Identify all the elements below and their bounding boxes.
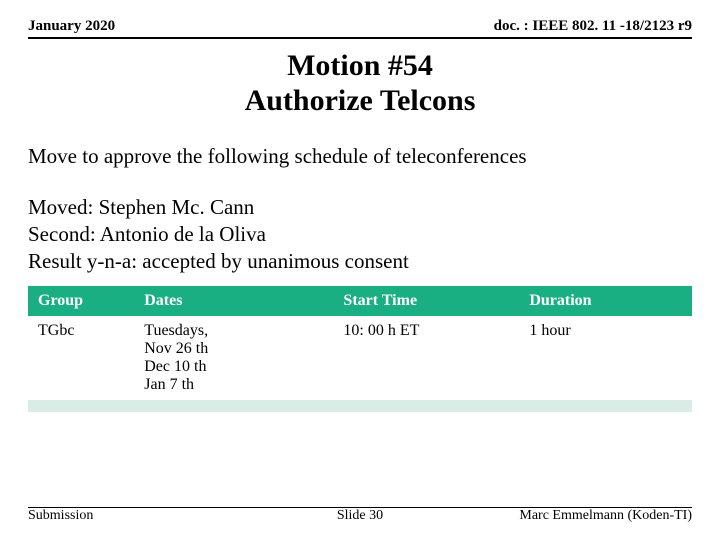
header-date: January 2020: [28, 18, 115, 35]
table-header-row: GroupDatesStart TimeDuration: [28, 286, 692, 316]
table-cell: TGbc: [28, 316, 134, 400]
table-cell: [134, 412, 333, 424]
table-cell: Tuesdays, Nov 26 th Dec 10 th Jan 7 th: [134, 316, 333, 400]
header-doc: doc. : IEEE 802. 11 -18/2123 r9: [494, 18, 692, 35]
title-line2: Authorize Telcons: [28, 84, 692, 119]
table-col-header: Start Time: [333, 286, 519, 316]
footer-right: Marc Emmelmann (Koden-TI): [519, 508, 692, 524]
footer-center: Slide 30: [337, 508, 383, 524]
table-cell: [519, 412, 692, 424]
body: Move to approve the following schedule o…: [28, 144, 692, 424]
table-cell: [134, 400, 333, 412]
table-cell: [333, 412, 519, 424]
motion-second: Second: Antonio de la Oliva: [28, 222, 692, 247]
table-row: [28, 400, 692, 412]
table-cell: 10: 00 h ET: [333, 316, 519, 400]
table-col-header: Duration: [519, 286, 692, 316]
footer-left: Submission: [28, 508, 93, 524]
table-col-header: Group: [28, 286, 134, 316]
table-row: [28, 412, 692, 424]
table-col-header: Dates: [134, 286, 333, 316]
title-line1: Motion #54: [28, 49, 692, 84]
header: January 2020 doc. : IEEE 802. 11 -18/212…: [28, 18, 692, 39]
table-cell: [28, 400, 134, 412]
motion-moved: Moved: Stephen Mc. Cann: [28, 195, 692, 220]
table-cell: [519, 400, 692, 412]
table-row: TGbcTuesdays, Nov 26 th Dec 10 th Jan 7 …: [28, 316, 692, 400]
slide-title: Motion #54 Authorize Telcons: [28, 49, 692, 118]
motion-text: Move to approve the following schedule o…: [28, 144, 692, 169]
footer: Submission Slide 30 Marc Emmelmann (Kode…: [28, 507, 692, 524]
table-cell: [28, 412, 134, 424]
motion-result: Result y-n-a: accepted by unanimous cons…: [28, 249, 692, 274]
table-cell: 1 hour: [519, 316, 692, 400]
table-cell: [333, 400, 519, 412]
schedule-table: GroupDatesStart TimeDuration TGbcTuesday…: [28, 286, 692, 424]
